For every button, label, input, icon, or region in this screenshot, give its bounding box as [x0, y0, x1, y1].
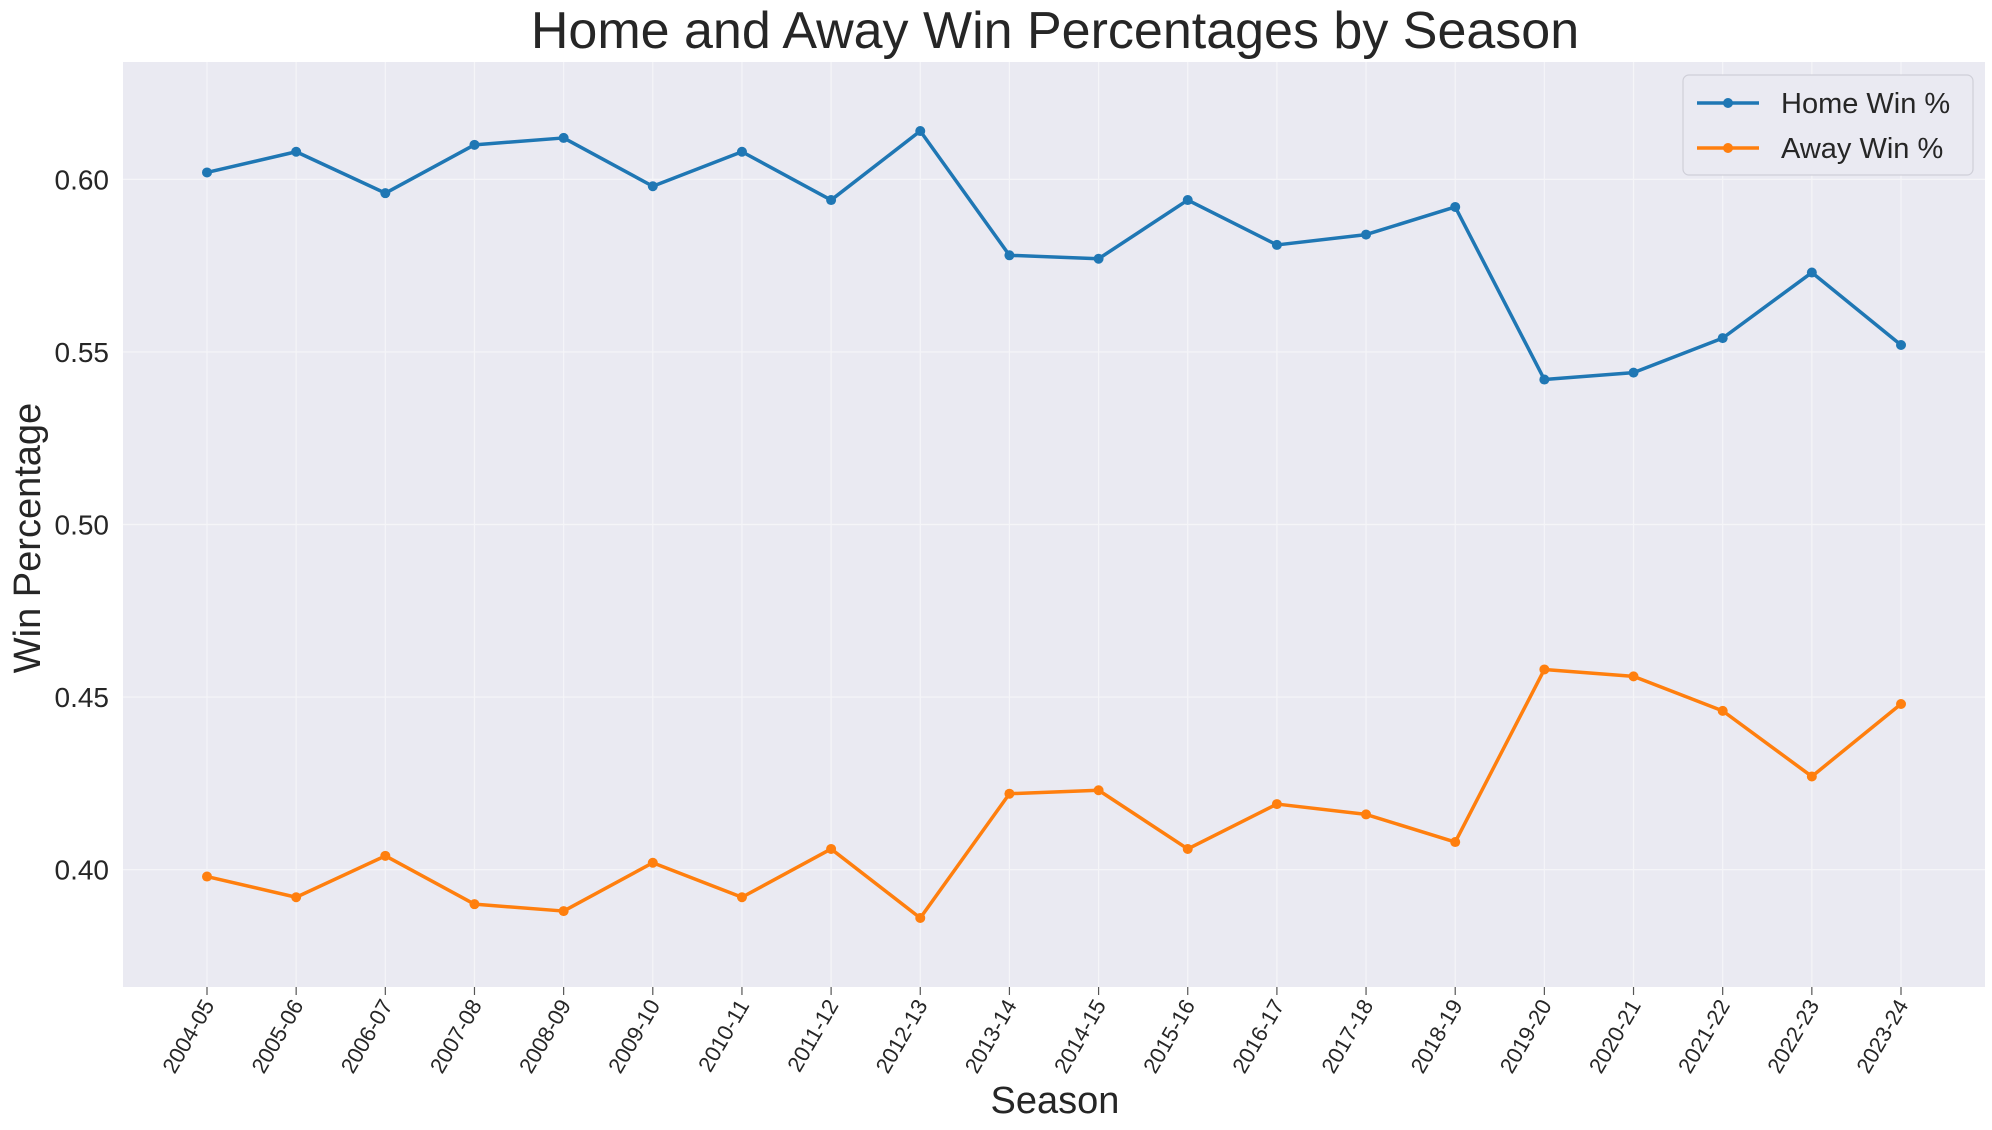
y-axis-label: Win Percentage: [7, 403, 49, 673]
legend-item: Away Win %: [1697, 133, 1943, 165]
data-point: [1182, 195, 1193, 206]
chart-title: Home and Away Win Percentages by Season: [531, 2, 1579, 60]
data-point: [915, 912, 926, 923]
gridlines: [123, 62, 1985, 987]
x-tick-label: 2009-10: [603, 995, 665, 1077]
data-point: [202, 871, 212, 882]
data-point: [1539, 664, 1550, 675]
x-tick-label: 2023-24: [1851, 995, 1913, 1077]
data-point: [380, 850, 391, 861]
legend-marker: [1723, 98, 1733, 108]
x-tick-label: 2018-19: [1406, 995, 1468, 1077]
data-point: [1717, 333, 1728, 344]
x-tick-label: 2010-11: [693, 995, 754, 1076]
data-point: [1182, 843, 1193, 854]
x-tick-label: 2017-18: [1316, 995, 1378, 1077]
y-axis-ticks: 0.40 0.45 0.50 0.55 0.60: [55, 164, 110, 885]
data-point: [1450, 201, 1461, 212]
x-tick-label: 2013-14: [960, 995, 1022, 1077]
data-point: [736, 146, 747, 157]
data-point: [1093, 253, 1104, 264]
data-point: [558, 906, 569, 917]
series-line: [206, 667, 1903, 920]
series-home-win: [202, 126, 1906, 385]
data-point: [469, 139, 480, 150]
x-tick-label: 2011-12: [782, 995, 843, 1076]
x-tick-label: 2016-17: [1227, 995, 1289, 1077]
legend-box: [1682, 74, 1974, 176]
legend-marker: [1723, 143, 1733, 153]
x-tick-label: 2007-08: [425, 995, 487, 1077]
x-tick-label: 2020-21: [1584, 995, 1646, 1077]
legend-label: Home Win %: [1781, 88, 1950, 120]
data-point: [291, 892, 302, 903]
data-point: [736, 892, 747, 903]
data-point: [826, 843, 837, 854]
series-layer: [202, 126, 1906, 923]
data-point: [647, 181, 658, 192]
y-tick-label: 0.40: [55, 855, 110, 886]
data-point: [1539, 374, 1550, 385]
x-tick-label: 2004-05: [157, 995, 219, 1077]
y-tick-label: 0.45: [55, 682, 110, 713]
data-point: [1896, 698, 1906, 709]
x-axis-label: Season: [991, 1080, 1120, 1122]
x-axis-ticks: 2004-05 2005-06 2006-07 2007-08 2008-09 2009-…: [157, 987, 1913, 1077]
x-tick-label: 2022-23: [1762, 995, 1824, 1077]
x-tick-label: 2008-09: [514, 995, 576, 1077]
data-point: [1628, 671, 1639, 682]
data-point: [1004, 788, 1015, 799]
data-point: [380, 188, 391, 199]
x-tick-label: 2015-16: [1138, 995, 1200, 1077]
data-point: [1093, 785, 1104, 796]
y-tick-label: 0.60: [55, 164, 110, 195]
legend-item: Home Win %: [1697, 88, 1950, 120]
y-tick-label: 0.55: [55, 337, 110, 368]
data-point: [291, 146, 302, 157]
data-point: [1004, 250, 1015, 261]
data-point: [1271, 239, 1282, 250]
data-point: [647, 857, 658, 868]
data-point: [469, 899, 480, 910]
data-point: [1896, 340, 1906, 351]
data-point: [1361, 809, 1372, 820]
legend-label: Away Win %: [1781, 133, 1943, 165]
x-tick-label: 2012-13: [871, 995, 933, 1077]
x-tick-label: 2014-15: [1049, 995, 1111, 1077]
data-point: [1717, 705, 1728, 716]
x-tick-label: 2019-20: [1495, 995, 1557, 1077]
data-point: [1806, 771, 1817, 782]
legend: Home Win % Away Win %: [1682, 74, 1974, 176]
data-point: [826, 195, 837, 206]
data-point: [1361, 229, 1372, 240]
data-point: [1628, 367, 1639, 378]
data-point: [202, 167, 212, 178]
x-tick-label: 2006-07: [336, 995, 398, 1077]
data-point: [1450, 837, 1461, 848]
data-point: [1806, 267, 1817, 278]
data-point: [558, 132, 569, 143]
series-line: [206, 129, 1903, 382]
x-tick-label: 2005-06: [246, 995, 308, 1077]
data-point: [915, 126, 926, 137]
series-away-win: [202, 664, 1906, 923]
data-point: [1271, 799, 1282, 810]
y-tick-label: 0.50: [55, 510, 110, 541]
x-tick-label: 2021-22: [1673, 995, 1735, 1077]
